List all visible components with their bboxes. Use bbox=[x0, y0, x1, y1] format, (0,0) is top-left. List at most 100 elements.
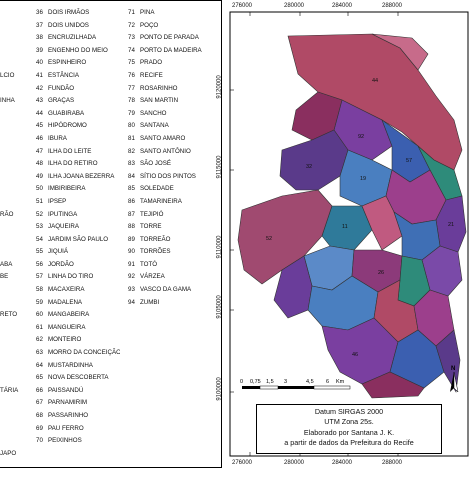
legend-entry: 79 SANCHO bbox=[128, 108, 221, 121]
legend-entry-number: 40 bbox=[36, 59, 43, 67]
legend-entry-number: 76 bbox=[128, 71, 135, 79]
legend-entry-fragment bbox=[0, 360, 30, 373]
legend-entry-fragment bbox=[0, 410, 30, 423]
legend-entry-name: PAISSANDÚ bbox=[48, 386, 84, 394]
legend-entry-fragment bbox=[0, 334, 30, 347]
scale-label: 4,5 bbox=[306, 379, 314, 385]
legend-entry-fragment bbox=[0, 120, 30, 133]
legend-entry-name: TOTÓ bbox=[140, 260, 158, 268]
legend-entry: 93 VASCO DA GAMA bbox=[128, 284, 221, 297]
region-label: 19 bbox=[360, 176, 366, 182]
legend-entry-number: 57 bbox=[36, 273, 43, 281]
legend-entry-number: 42 bbox=[36, 84, 43, 92]
legend-entry-fragment: LCIO bbox=[0, 71, 15, 79]
legend-entry: 44 GUABIRABA bbox=[36, 108, 120, 121]
legend-entry: 85 SOLEDADE bbox=[128, 183, 221, 196]
legend-entry-name: JARDIM SÃO PAULO bbox=[48, 235, 109, 243]
legend-entry-number: 82 bbox=[128, 147, 135, 155]
legend-entry-name: ESPINHEIRO bbox=[48, 59, 87, 67]
legend-entry-name: PRADO bbox=[140, 59, 163, 67]
legend-entry: 63 MORRO DA CONCEIÇÃO bbox=[36, 347, 120, 360]
legend-entry-number: 64 bbox=[36, 361, 43, 369]
region-shape bbox=[361, 371, 425, 399]
legend-entry-number: 70 bbox=[36, 437, 43, 445]
legend-entry: 46 IBURA bbox=[36, 133, 120, 146]
legend-entry-fragment bbox=[0, 133, 30, 146]
legend-entry-number: 81 bbox=[128, 134, 135, 142]
legend-entry-name: MORRO DA CONCEIÇÃO bbox=[48, 349, 120, 357]
region-label: 46 bbox=[352, 352, 358, 358]
easting-tick-top: 288000 bbox=[382, 3, 403, 9]
legend-entry-number: 41 bbox=[36, 71, 43, 79]
legend-entry-name: GUABIRABA bbox=[48, 109, 85, 117]
legend-entry: 90 TORRÕES bbox=[128, 246, 221, 259]
legend-entry-number: 77 bbox=[128, 84, 135, 92]
legend-entry: 61 MANGUEIRA bbox=[36, 322, 120, 335]
legend-entry-number: 83 bbox=[128, 160, 135, 168]
legend-entry: 38 ENCRUZILHADA bbox=[36, 32, 120, 45]
legend-entry-fragment bbox=[0, 146, 30, 159]
legend-entry-name: POÇO bbox=[140, 21, 159, 29]
legend-entry-number: 67 bbox=[36, 399, 43, 407]
legend-entry-number: 78 bbox=[128, 97, 135, 105]
legend-entry: 55 JIQUIÁ bbox=[36, 246, 120, 259]
legend-entry: 64 MUSTARDINHA bbox=[36, 360, 120, 373]
legend-entry: 58 MACAXEIRA bbox=[36, 284, 120, 297]
legend-entry: 91 TOTÓ bbox=[128, 259, 221, 272]
legend-entry-number: 59 bbox=[36, 298, 43, 306]
legend-entry-fragment bbox=[0, 347, 30, 360]
legend-entry-number: 39 bbox=[36, 46, 43, 54]
legend-entry-number: 74 bbox=[128, 46, 135, 54]
legend-entry: 83 SÃO JOSÉ bbox=[128, 158, 221, 171]
legend-entry-name: LINHA DO TIRO bbox=[48, 273, 94, 281]
legend-entry: 49 ILHA JOANA BEZERRA bbox=[36, 171, 120, 184]
legend-entry-fragment bbox=[0, 322, 30, 335]
map-canvas: 44 52 57 21 92 19 46 32 26 11 0 0,75 1,5… bbox=[229, 11, 469, 457]
legend-entry-name: SANTANA bbox=[140, 122, 169, 130]
legend-entry-number: 36 bbox=[36, 9, 43, 16]
legend-entry: 47 ILHA DO LEITE bbox=[36, 146, 120, 159]
north-label: N bbox=[451, 366, 455, 372]
legend-entry: 54 JARDIM SÃO PAULO bbox=[36, 234, 120, 247]
scale-label: 3 bbox=[284, 379, 287, 385]
legend-entry-number: 86 bbox=[128, 197, 135, 205]
legend-entry-number: 56 bbox=[36, 260, 43, 268]
legend-entry-fragment bbox=[0, 297, 30, 310]
legend-entry: 88 TORRE bbox=[128, 221, 221, 234]
legend-entry-number: 54 bbox=[36, 235, 43, 243]
legend-entry-name: ENCRUZILHADA bbox=[48, 34, 97, 42]
region-label: 44 bbox=[372, 78, 378, 84]
legend-entry-number: 75 bbox=[128, 59, 135, 67]
legend-entry-name: ILHA DO LEITE bbox=[48, 147, 92, 155]
legend-entry: 50 IMBIRIBEIRA bbox=[36, 183, 120, 196]
legend-entry-number: 38 bbox=[36, 34, 43, 42]
legend-entry-name: MACAXEIRA bbox=[48, 286, 85, 294]
legend-entry-number: 60 bbox=[36, 311, 43, 319]
legend-entry: 52 IPUTINGA bbox=[36, 209, 120, 222]
legend-entry: 57 LINHA DO TIRO bbox=[36, 271, 120, 284]
legend-entry-fragment bbox=[0, 108, 30, 121]
easting-tick-bottom: 276000 bbox=[232, 460, 253, 466]
region-labels: 44 52 57 21 92 19 46 32 26 11 bbox=[266, 78, 454, 358]
legend-entry-name: SÍTIO DOS PINTOS bbox=[140, 172, 196, 180]
scale-label: 0,75 bbox=[250, 379, 261, 385]
legend-entry-fragment bbox=[0, 183, 30, 196]
legend-entry-name: ZUMBI bbox=[140, 298, 160, 306]
legend-entry-fragment bbox=[0, 196, 30, 209]
legend-entry-name: PAU FERRO bbox=[48, 424, 84, 432]
legend-panel: LCIO INHA RÃO ABA BE RETO TÁRIA JAPO 36 DOIS IRM… bbox=[0, 0, 222, 468]
legend-entry-number: 87 bbox=[128, 210, 135, 218]
region-label: 57 bbox=[406, 158, 412, 164]
legend-entry-name: ILHA JOANA BEZERRA bbox=[48, 172, 115, 180]
legend-entry-number: 45 bbox=[36, 122, 43, 130]
legend-entry-name: PEIXINHOS bbox=[48, 437, 82, 445]
legend-entry: 66 PAISSANDÚ bbox=[36, 385, 120, 398]
scale-label: 6 bbox=[326, 379, 329, 385]
legend-entry-name: PASSARINHO bbox=[48, 412, 89, 419]
legend-entry: 72 POÇO bbox=[128, 20, 221, 33]
legend-entry-name: IPSEP bbox=[48, 197, 67, 205]
legend-entry-name: JIQUIÁ bbox=[48, 248, 68, 256]
north-arrow-icon: N bbox=[450, 366, 459, 393]
scale-label: 0 bbox=[240, 379, 243, 385]
legend-entry-fragment: ABA bbox=[0, 260, 13, 268]
